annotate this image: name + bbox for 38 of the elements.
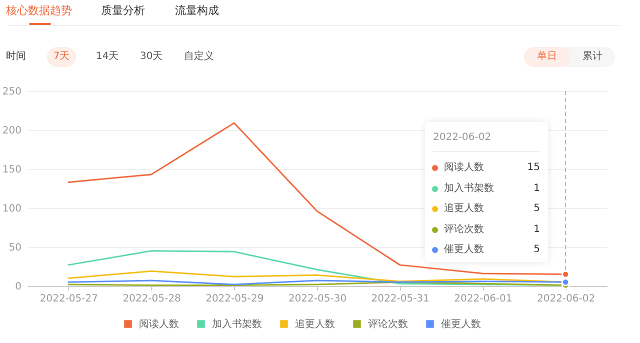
button-label: 自定义 (184, 50, 214, 64)
y-tick-label: 50 (8, 242, 22, 254)
y-tick-label: 150 (2, 164, 22, 176)
legend-label: 阅读人数 (444, 161, 484, 175)
chart-title: 核心数据趋势 (6, 3, 72, 18)
x-tick-label: 2022-05-29 (206, 294, 264, 304)
button-label: 14天 (96, 50, 119, 64)
x-tick-label: 2022-05-27 (40, 294, 98, 304)
tab-label: 流量构成 (175, 3, 219, 18)
x-tick-label: 2022-05-30 (288, 294, 347, 304)
legend-label: 追更人数 (295, 318, 335, 330)
x-tick-label: 2022-06-02 (537, 294, 596, 304)
button: 7天 (47, 47, 76, 67)
text: 追更人数 (444, 203, 484, 214)
segmented-control: 单日 累计 (524, 47, 615, 67)
x-tick-label: 2022-06-01 (454, 294, 512, 304)
x-tick-label: 2022-05-31 (371, 294, 430, 304)
annotation: 5 (534, 202, 540, 216)
tab-label: 质量分析 (101, 3, 145, 18)
button-label: 30天 (140, 50, 163, 64)
legend-label: 加入书架数 (212, 318, 262, 330)
y-tick-label: 200 (2, 126, 22, 136)
text: 催更人数 (441, 319, 481, 330)
legend-label: 催更人数 (444, 243, 484, 257)
annotation: 1 (534, 222, 540, 236)
legend-label: 评论次数 (368, 318, 408, 330)
category-label: 2022-06-02 (433, 132, 492, 143)
annotation: 1 (534, 182, 540, 196)
text: 加入书架数 (444, 182, 494, 194)
annotation: 5 (534, 243, 540, 257)
annotation: 15 (527, 161, 540, 175)
y-tick-label: 0 (15, 282, 22, 292)
x-tick-label: 2022-05-28 (122, 294, 181, 304)
y-tick-label: 100 (2, 204, 22, 214)
y-tick-label: 250 (2, 86, 22, 98)
text: 阅读人数 (139, 319, 179, 330)
text: 评论次数 (444, 224, 484, 234)
text: 时间 (6, 50, 26, 64)
